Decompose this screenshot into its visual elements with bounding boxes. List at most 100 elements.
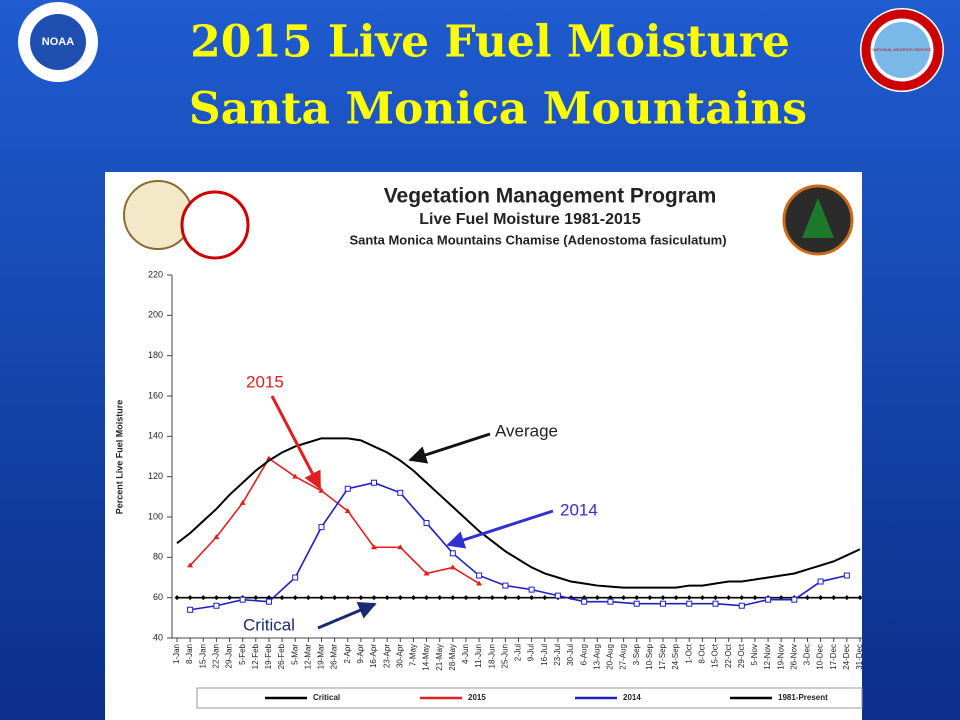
x-tick-label: 10-Sep — [645, 643, 654, 669]
x-tick-label: 9-Apr — [356, 644, 365, 664]
marker — [516, 595, 521, 601]
arrow — [270, 395, 322, 490]
y-tick-label: 180 — [148, 350, 163, 360]
marker — [594, 595, 600, 601]
marker — [371, 595, 377, 601]
x-tick-label: 25-Jun — [500, 644, 509, 668]
x-tick-label: 16-Jul — [540, 644, 549, 666]
x-tick-label: 23-Apr — [382, 644, 391, 668]
x-tick-label: 19-Nov — [776, 644, 785, 670]
x-tick-label: 8-Jan — [185, 644, 194, 664]
x-tick-label: 23-Jul — [553, 644, 562, 666]
marker — [765, 596, 772, 603]
slide-title: 2015 Live Fuel Moisture — [190, 17, 790, 68]
arrow — [446, 509, 554, 549]
marker — [502, 595, 508, 601]
x-tick-label: 28-May — [448, 644, 457, 671]
x-tick-label: 2-Apr — [343, 644, 352, 664]
x-tick-label: 18-Jun — [487, 644, 496, 668]
x-tick-label: 2-Jul — [514, 644, 523, 662]
x-tick-label: 3-Sep — [632, 643, 641, 665]
x-tick-label: 5-Mar — [290, 644, 299, 665]
x-tick-label: 11-Jun — [474, 644, 483, 668]
legend — [196, 687, 863, 709]
y-tick-label: 140 — [148, 431, 163, 441]
x-tick-label: 3-Dec — [803, 644, 812, 665]
x-tick-label: 17-Sep — [658, 643, 667, 669]
x-tick-label: 6-Aug — [579, 644, 588, 665]
marker — [332, 595, 338, 601]
y-tick-label: 100 — [148, 511, 163, 521]
y-tick-label: 160 — [148, 390, 163, 400]
marker — [213, 602, 220, 609]
marker — [542, 595, 548, 601]
marker — [423, 570, 430, 576]
x-tick-label: 14-May — [422, 644, 431, 671]
x-tick-label: 17-Dec — [829, 644, 838, 670]
x-tick-label: 30-Apr — [395, 644, 404, 668]
x-tick-label: 29-Oct — [737, 643, 746, 668]
marker — [450, 595, 456, 601]
marker — [739, 595, 745, 601]
marker — [397, 489, 404, 496]
chart-title: Vegetation Management Program — [384, 185, 717, 208]
marker — [345, 595, 351, 601]
marker — [712, 600, 719, 607]
marker — [384, 595, 390, 601]
y-tick-label: 220 — [148, 269, 163, 279]
marker — [437, 595, 443, 601]
marker — [686, 595, 692, 601]
annotation: Critical — [243, 615, 295, 634]
marker — [659, 600, 666, 607]
plot: 40 60 80 100 120 140 160 180 200 220 1-Jan 8-Jan 15-… — [148, 269, 864, 670]
x-tick-label: 12-Mar — [303, 644, 312, 670]
x-tick-label: 22-Jan — [212, 644, 221, 668]
marker — [253, 595, 259, 601]
series-line — [176, 437, 861, 589]
x-tick-label: 26-Mar — [330, 644, 339, 670]
y-axis-label: Percent Live Fuel Moisture — [114, 400, 124, 515]
marker — [752, 595, 758, 601]
marker — [660, 595, 666, 601]
arrow — [408, 432, 491, 464]
x-tick-label: 24-Sep — [671, 643, 680, 669]
x-tick-label: 31-Dec — [855, 644, 864, 670]
slide-title: Santa Monica Mountains — [189, 84, 807, 135]
x-tick-label: 27-Aug — [619, 644, 628, 670]
x-tick-label: 12-Nov — [763, 644, 772, 670]
logo-text: NATIONAL WEATHER SERVICE — [873, 47, 932, 52]
marker — [607, 598, 614, 605]
marker — [318, 487, 325, 493]
series-line — [190, 481, 848, 611]
nws-logo: NATIONAL WEATHER SERVICE — [860, 8, 944, 92]
marker — [292, 595, 298, 601]
marker — [187, 606, 194, 613]
marker — [200, 595, 206, 601]
x-tick-label: 12-Feb — [251, 643, 260, 669]
chart-logos — [123, 180, 854, 260]
legend-label: 2014 — [623, 693, 641, 702]
marker — [831, 595, 837, 601]
logo-text: NOAA — [42, 36, 74, 48]
marker — [292, 574, 299, 581]
marker — [371, 479, 378, 486]
chart-subtitle: Santa Monica Mountains Chamise (Adenosto… — [349, 232, 726, 247]
marker — [634, 595, 640, 601]
marker — [621, 595, 627, 601]
marker — [647, 595, 653, 601]
y-tick-label: 120 — [148, 471, 163, 481]
marker — [529, 595, 535, 601]
annotation: 2015 — [246, 372, 284, 391]
y-tick-label: 80 — [153, 552, 163, 562]
x-tick-label: 5-Nov — [750, 644, 759, 665]
x-tick-label: 4-Jun — [461, 644, 470, 664]
marker — [804, 595, 810, 601]
marker — [213, 595, 219, 601]
x-tick-label: 15-Jan — [198, 644, 207, 668]
marker — [528, 586, 535, 593]
annotations: 2015 Average 2014 Critical — [243, 372, 598, 634]
annotation: 2014 — [560, 500, 598, 519]
marker — [265, 598, 272, 605]
marker — [305, 595, 311, 601]
x-tick-label: 30-Jul — [566, 644, 575, 666]
